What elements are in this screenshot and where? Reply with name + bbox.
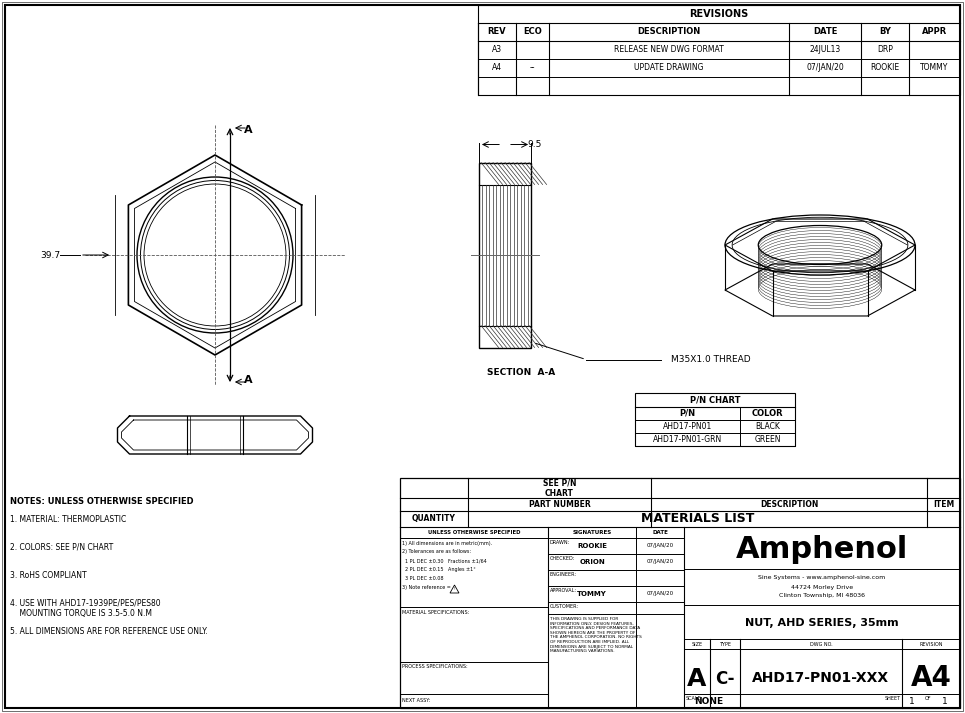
Text: CUSTOMER:: CUSTOMER: <box>550 605 579 610</box>
Text: OF: OF <box>925 695 931 700</box>
Text: TOMMY: TOMMY <box>921 63 949 73</box>
Text: A: A <box>244 125 252 135</box>
Text: NEXT ASSY:: NEXT ASSY: <box>402 699 430 704</box>
Text: P/N CHART: P/N CHART <box>690 396 740 404</box>
Text: !: ! <box>454 587 455 591</box>
Text: PROCESS SPECIFICATIONS:: PROCESS SPECIFICATIONS: <box>402 665 468 670</box>
Text: NOTES: UNLESS OTHERWISE SPECIFIED: NOTES: UNLESS OTHERWISE SPECIFIED <box>10 498 194 506</box>
Text: GREEN: GREEN <box>755 435 781 444</box>
Text: DESCRIPTION: DESCRIPTION <box>759 500 818 509</box>
Text: 07/JAN/20: 07/JAN/20 <box>647 543 674 548</box>
Text: 3. RoHS COMPLIANT: 3. RoHS COMPLIANT <box>10 571 87 580</box>
Text: SHEET: SHEET <box>885 695 901 700</box>
Text: APPROVAL:: APPROVAL: <box>550 588 577 593</box>
Text: MATERIALS LIST: MATERIALS LIST <box>641 513 755 525</box>
Text: P/N: P/N <box>679 409 696 418</box>
Text: 07/JAN/20: 07/JAN/20 <box>806 63 843 73</box>
Text: DESCRIPTION: DESCRIPTION <box>637 28 701 36</box>
Text: TYPE: TYPE <box>719 642 731 647</box>
Text: --: -- <box>530 63 536 73</box>
Text: 1: 1 <box>942 697 948 707</box>
Text: REV: REV <box>487 28 507 36</box>
Text: MATERIAL SPECIFICATIONS:: MATERIAL SPECIFICATIONS: <box>402 610 469 615</box>
Text: PART NUMBER: PART NUMBER <box>529 500 591 509</box>
Text: A: A <box>244 375 252 385</box>
Text: ITEM: ITEM <box>933 500 954 509</box>
Text: ENGINEER:: ENGINEER: <box>550 572 577 577</box>
Bar <box>635 393 795 446</box>
Text: ORION: ORION <box>579 559 605 565</box>
Bar <box>478 5 960 95</box>
Text: SEE P/N
CHART: SEE P/N CHART <box>542 478 576 498</box>
Text: 2. COLORS: SEE P/N CHART: 2. COLORS: SEE P/N CHART <box>10 543 113 552</box>
Bar <box>479 163 531 347</box>
Text: SIZE: SIZE <box>692 642 703 647</box>
Text: SCALE: SCALE <box>686 695 702 700</box>
Text: UNLESS OTHERWISE SPECIFIED: UNLESS OTHERWISE SPECIFIED <box>427 530 520 535</box>
Text: 1: 1 <box>909 697 915 707</box>
Text: AHD17-PN01-GRN: AHD17-PN01-GRN <box>653 435 722 444</box>
Text: Amphenol: Amphenol <box>735 535 908 563</box>
Text: NONE: NONE <box>695 697 724 707</box>
Text: COLOR: COLOR <box>752 409 784 418</box>
Text: NUT, AHD SERIES, 35mm: NUT, AHD SERIES, 35mm <box>745 618 898 628</box>
Text: DATE: DATE <box>652 530 668 535</box>
Text: A3: A3 <box>492 46 502 54</box>
Text: A4: A4 <box>911 665 951 692</box>
Text: DWG NO.: DWG NO. <box>810 642 832 647</box>
Text: CHECKED:: CHECKED: <box>550 555 575 560</box>
Text: 1 PL DEC ±0.30   Fractions ±1/64: 1 PL DEC ±0.30 Fractions ±1/64 <box>402 558 486 563</box>
Text: M35X1.0 THREAD: M35X1.0 THREAD <box>671 355 751 364</box>
Text: REVISION: REVISION <box>920 642 943 647</box>
Text: SECTION  A-A: SECTION A-A <box>487 368 555 377</box>
Text: 24JUL13: 24JUL13 <box>810 46 841 54</box>
Bar <box>400 478 960 708</box>
Text: 9.5: 9.5 <box>527 140 541 149</box>
Text: 39.7: 39.7 <box>40 250 60 260</box>
Text: THIS DRAWING IS SUPPLIED FOR
INFORMATION ONLY. DESIGN FEATURES,
SPECIFICATIONS A: THIS DRAWING IS SUPPLIED FOR INFORMATION… <box>550 617 642 653</box>
Text: 07/JAN/20: 07/JAN/20 <box>647 560 674 565</box>
Text: DRAWN:: DRAWN: <box>550 540 570 545</box>
Text: 1. MATERIAL: THERMOPLASTIC: 1. MATERIAL: THERMOPLASTIC <box>10 515 126 524</box>
Text: A4: A4 <box>492 63 502 73</box>
Text: ROOKIE: ROOKIE <box>870 63 899 73</box>
Text: QUANTITY: QUANTITY <box>412 515 455 523</box>
Text: 3) Note reference =: 3) Note reference = <box>402 585 451 590</box>
Text: UPDATE DRAWING: UPDATE DRAWING <box>634 63 703 73</box>
Text: A: A <box>687 667 706 690</box>
Text: 2 PL DEC ±0.15   Angles ±1°: 2 PL DEC ±0.15 Angles ±1° <box>402 568 476 573</box>
Text: DRP: DRP <box>877 46 893 54</box>
Text: 44724 Morley Drive: 44724 Morley Drive <box>791 585 853 590</box>
Text: 07/JAN/20: 07/JAN/20 <box>647 592 674 597</box>
Text: DATE: DATE <box>813 28 838 36</box>
Text: AHD17-PN01-XXX: AHD17-PN01-XXX <box>753 672 890 685</box>
Text: REVISIONS: REVISIONS <box>689 9 749 19</box>
Text: 1) All dimensions are in metric(mm).: 1) All dimensions are in metric(mm). <box>402 540 492 545</box>
Text: 4. USE WITH AHD17-1939PE/PES/PES80
    MOUNTING TORQUE IS 3.5-5.0 N.M: 4. USE WITH AHD17-1939PE/PES/PES80 MOUNT… <box>10 599 160 618</box>
Text: AHD17-PN01: AHD17-PN01 <box>663 422 712 431</box>
Text: C-: C- <box>715 670 734 687</box>
Text: 3 PL DEC ±0.08: 3 PL DEC ±0.08 <box>402 577 444 582</box>
Text: 5. ALL DIMENSIONS ARE FOR REFERENCE USE ONLY.: 5. ALL DIMENSIONS ARE FOR REFERENCE USE … <box>10 627 207 636</box>
Text: RELEASE NEW DWG FORMAT: RELEASE NEW DWG FORMAT <box>614 46 724 54</box>
Text: TOMMY: TOMMY <box>577 591 607 597</box>
Text: SIGNATURES: SIGNATURES <box>572 530 612 535</box>
Text: BLACK: BLACK <box>755 422 780 431</box>
Text: APPR: APPR <box>922 28 947 36</box>
Text: Sine Systems - www.amphenol-sine.com: Sine Systems - www.amphenol-sine.com <box>758 575 886 580</box>
Text: BY: BY <box>879 28 891 36</box>
Text: ROOKIE: ROOKIE <box>577 543 607 549</box>
Text: Clinton Township, MI 48036: Clinton Township, MI 48036 <box>779 593 865 598</box>
Text: 2) Tolerances are as follows:: 2) Tolerances are as follows: <box>402 550 471 555</box>
Text: ECO: ECO <box>523 28 542 36</box>
